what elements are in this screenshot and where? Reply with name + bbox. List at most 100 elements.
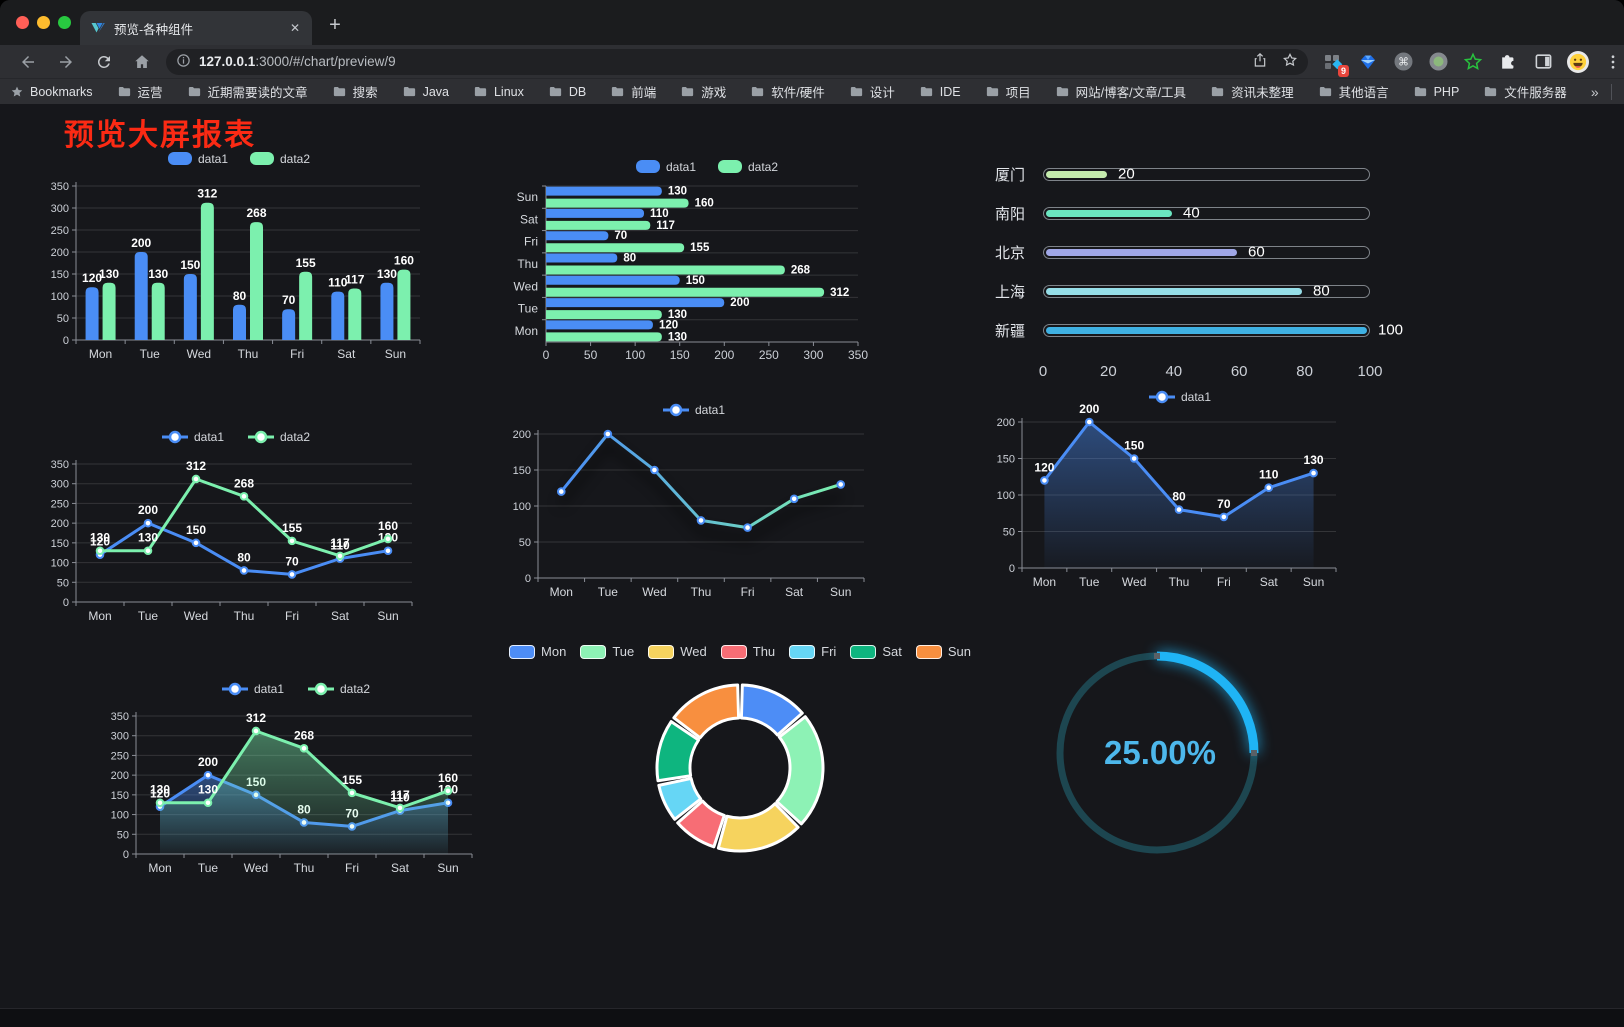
dual-area-line-chart: data1 data2 0 50 100 150 200 250 300 350 Mon Tue Wed…: [96, 676, 482, 894]
svg-text:150: 150: [686, 275, 705, 287]
window-zoom-button[interactable]: [58, 16, 71, 29]
svg-text:200: 200: [997, 417, 1015, 429]
svg-text:130: 130: [90, 531, 110, 545]
bookmark-folder[interactable]: 文件服务器: [1483, 82, 1567, 101]
bookmark-folder[interactable]: DB: [548, 84, 586, 99]
svg-text:Wed: Wed: [184, 609, 208, 623]
bookmark-folder[interactable]: Linux: [473, 84, 524, 99]
bookmark-folder[interactable]: 设计: [849, 82, 895, 101]
svg-text:250: 250: [759, 348, 779, 362]
svg-text:50: 50: [57, 313, 69, 325]
legend-item[interactable]: Mon: [509, 644, 566, 659]
svg-text:data1: data1: [695, 403, 725, 417]
bookmark-folder[interactable]: 搜索: [332, 82, 378, 101]
svg-text:150: 150: [670, 348, 690, 362]
svg-text:120: 120: [1034, 460, 1054, 474]
svg-text:50: 50: [519, 537, 531, 549]
progress-row: 南阳 40: [995, 205, 1370, 223]
gradient-line-canvas: 0 50 100 150 200 Mon Tue Wed Thu Fri Sat Sun data1: [513, 403, 865, 599]
extension-star-icon[interactable]: [1462, 51, 1484, 73]
svg-text:120: 120: [659, 319, 678, 331]
share-icon[interactable]: [1252, 52, 1268, 71]
svg-text:130: 130: [668, 186, 687, 198]
extensions-puzzle-icon[interactable]: [1497, 51, 1519, 73]
svg-text:155: 155: [296, 256, 316, 270]
bookmark-folder[interactable]: 其他语言: [1318, 82, 1389, 101]
bookmark-folder[interactable]: 运营: [117, 82, 163, 101]
svg-text:350: 350: [51, 459, 69, 471]
site-info-icon[interactable]: [176, 53, 191, 71]
svg-text:130: 130: [668, 331, 687, 343]
svg-text:350: 350: [848, 348, 868, 362]
extension-grid-icon[interactable]: 9: [1322, 51, 1349, 77]
bookmarks-overflow-chevron[interactable]: »: [1590, 83, 1599, 100]
grouped-bar-canvas: data1 data2 0 50 100 150 200 250 300 350 Mon Tue Wed…: [51, 152, 421, 361]
bookmark-folder[interactable]: Java: [402, 84, 449, 99]
legend-item[interactable]: Sun: [915, 644, 971, 659]
browser-tab[interactable]: 预览-各种组件 ✕: [80, 11, 312, 45]
progress-value: 80: [1313, 282, 1330, 300]
svg-text:Sat: Sat: [785, 585, 804, 599]
svg-text:130: 130: [99, 267, 119, 281]
legend-item[interactable]: Fri: [789, 644, 836, 659]
window-minimize-button[interactable]: [37, 16, 50, 29]
bookmark-folder[interactable]: 项目: [985, 82, 1031, 101]
svg-text:110: 110: [1259, 468, 1279, 482]
legend-item[interactable]: Thu: [720, 644, 775, 659]
svg-text:200: 200: [730, 297, 749, 309]
bookmark-folder[interactable]: 前端: [610, 82, 656, 101]
tab-close-icon[interactable]: ✕: [289, 21, 300, 35]
sidebar-toggle-icon[interactable]: [1532, 51, 1554, 73]
svg-text:268: 268: [246, 206, 266, 220]
legend-item[interactable]: Tue: [580, 644, 634, 659]
browser-menu-icon[interactable]: [1602, 51, 1624, 73]
new-tab-button[interactable]: +: [329, 14, 341, 36]
svg-text:Fri: Fri: [1217, 575, 1231, 589]
svg-text:155: 155: [690, 242, 710, 254]
bookmark-folder[interactable]: 资讯未整理: [1210, 82, 1294, 101]
bookmark-folder[interactable]: 近期需要读的文章: [187, 82, 308, 101]
back-icon[interactable]: [14, 49, 42, 75]
gauge-canvas: [1056, 651, 1259, 854]
home-icon[interactable]: [128, 49, 156, 75]
area-line-canvas: data1 0 50 100 150 200 Mon Tue Wed Thu Fri Sat Sun 12…: [997, 390, 1337, 589]
svg-text:110: 110: [390, 791, 410, 805]
progress-fill: [1046, 248, 1237, 256]
svg-text:data1: data1: [194, 430, 224, 444]
profile-avatar[interactable]: [1567, 50, 1589, 73]
svg-text:110: 110: [330, 539, 350, 553]
bookmark-folder[interactable]: 软件/硬件: [750, 82, 825, 101]
legend-item[interactable]: Sat: [850, 644, 902, 659]
bookmarks-manager-item[interactable]: Bookmarks: [10, 85, 93, 99]
bookmark-folder[interactable]: 游戏: [680, 82, 726, 101]
svg-text:100: 100: [51, 558, 69, 570]
window-close-button[interactable]: [16, 16, 29, 29]
extension-record-icon[interactable]: [1427, 51, 1449, 73]
folder-icon: [333, 86, 345, 97]
svg-text:Sun: Sun: [830, 585, 851, 599]
extension-command-icon[interactable]: ⌘: [1392, 51, 1414, 73]
progress-track: 100: [1043, 322, 1403, 339]
svg-text:350: 350: [51, 181, 69, 193]
bookmark-folder[interactable]: PHP: [1413, 84, 1459, 99]
svg-text:268: 268: [234, 476, 254, 490]
svg-text:155: 155: [282, 521, 302, 535]
forward-icon[interactable]: [52, 49, 80, 75]
svg-text:Mon: Mon: [89, 347, 112, 361]
svg-text:data2: data2: [280, 152, 310, 166]
svg-text:Sun: Sun: [1303, 575, 1324, 589]
bookmark-folder[interactable]: 网站/博客/文章/工具: [1055, 82, 1186, 101]
svg-text:300: 300: [111, 731, 129, 743]
address-bar[interactable]: 127.0.0.1:3000/#/chart/preview/9: [166, 48, 1308, 75]
reload-icon[interactable]: [90, 49, 118, 75]
bookmark-star-icon[interactable]: [1282, 52, 1298, 71]
svg-text:268: 268: [294, 728, 314, 742]
horizontal-bar-canvas: data1 data2 0 50 100 150 200 250 300 350 Sun 130 160…: [514, 160, 868, 362]
svg-text:70: 70: [285, 554, 299, 568]
extension-gem-icon[interactable]: [1357, 51, 1379, 73]
bookmark-folder[interactable]: IDE: [919, 84, 961, 99]
bookmark-folder-list: 运营 近期需要读的文章 搜索 Java Linux DB 前端 游戏 软件/硬件 设计 IDE 项目 网…: [117, 82, 1591, 101]
svg-text:200: 200: [138, 503, 158, 517]
svg-text:Wed: Wed: [514, 279, 538, 293]
legend-item[interactable]: Wed: [648, 644, 707, 659]
